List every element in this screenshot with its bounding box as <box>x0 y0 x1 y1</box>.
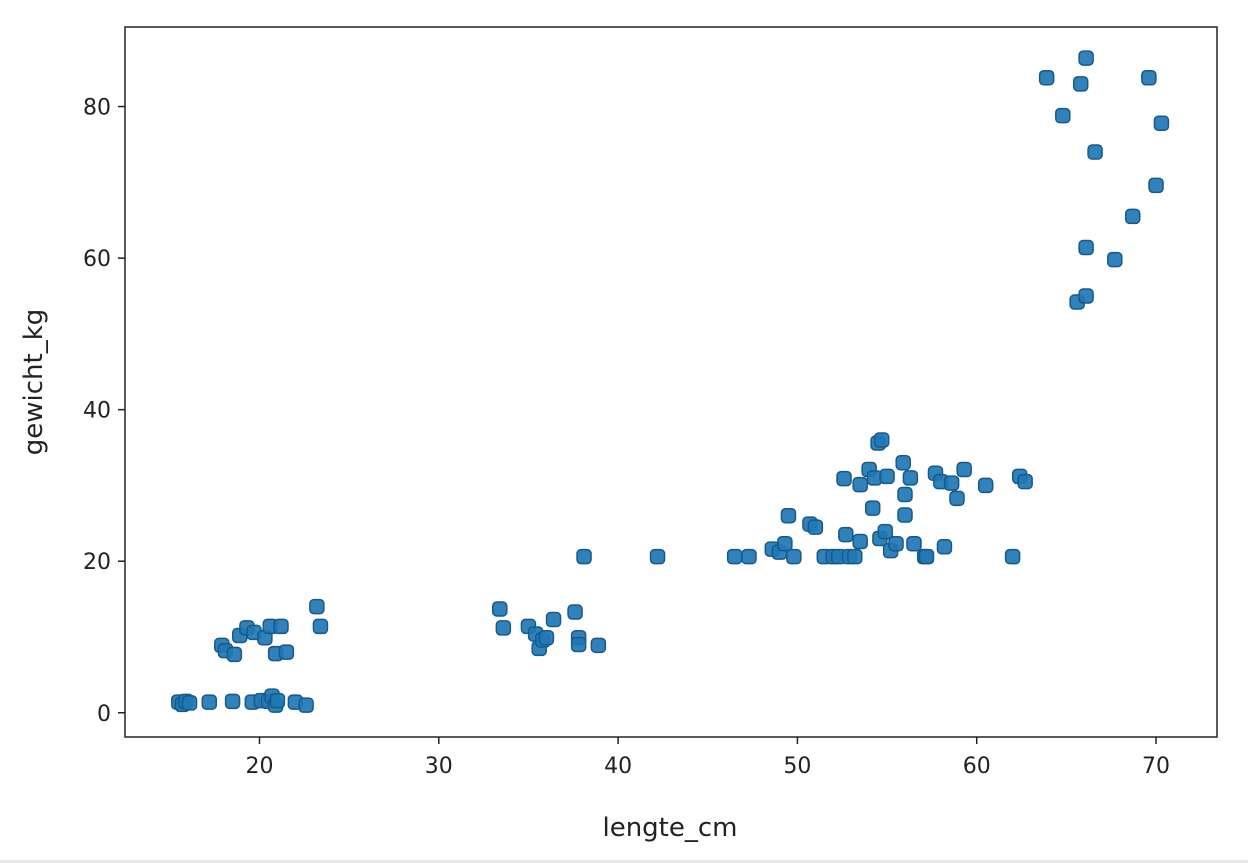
x-tick-label: 60 <box>963 754 991 779</box>
data-point <box>902 470 919 486</box>
y-tick-label: 40 <box>83 399 111 424</box>
data-point <box>943 475 960 491</box>
y-axis-label: gewicht_kg <box>19 309 49 456</box>
data-point <box>590 637 607 654</box>
bottom-edge-strip <box>0 860 1248 863</box>
y-tick-label: 20 <box>83 550 111 575</box>
x-tick-label: 70 <box>1142 754 1170 779</box>
x-tick-label: 20 <box>245 754 273 779</box>
x-axis-label: lengte_cm <box>602 813 737 843</box>
data-point <box>538 629 555 646</box>
data-point <box>895 454 911 471</box>
data-point <box>838 526 854 543</box>
plot-frame <box>124 26 1218 738</box>
data-point <box>181 695 198 711</box>
data-point <box>888 536 904 552</box>
data-point <box>1078 239 1094 256</box>
data-point <box>492 601 508 617</box>
data-point <box>1017 473 1033 490</box>
y-axis-ticks: 0 20 40 60 80 <box>83 96 125 727</box>
data-point <box>864 500 881 516</box>
data-point <box>495 620 512 636</box>
data-point <box>312 618 329 635</box>
data-point <box>918 548 935 565</box>
data-point <box>852 533 868 550</box>
data-point <box>1078 288 1094 304</box>
data-point <box>1148 177 1164 194</box>
data-point <box>278 644 295 660</box>
data-point <box>649 548 666 565</box>
data-point <box>786 548 802 565</box>
data-point <box>1087 144 1103 160</box>
x-axis-ticks: 20 30 40 50 60 70 <box>245 737 1170 779</box>
data-point <box>879 468 895 485</box>
data-point <box>226 646 243 663</box>
data-point <box>977 477 994 494</box>
data-point <box>1141 70 1157 86</box>
data-point <box>1038 70 1055 86</box>
data-point <box>1107 251 1123 268</box>
y-tick-label: 60 <box>83 247 111 272</box>
data-point <box>897 507 913 523</box>
data-point <box>201 694 218 710</box>
data-point <box>877 523 894 540</box>
data-point <box>576 548 592 565</box>
data-point <box>852 476 868 493</box>
y-tick-label: 80 <box>83 96 111 121</box>
data-point <box>847 548 863 565</box>
data-point <box>224 693 241 710</box>
data-point <box>269 692 286 709</box>
data-point <box>741 548 757 565</box>
data-point <box>567 604 583 620</box>
data-point <box>1072 76 1089 92</box>
x-tick-label: 50 <box>783 754 811 779</box>
data-point <box>949 490 965 507</box>
data-point <box>956 461 972 478</box>
data-point <box>1078 50 1094 66</box>
data-point <box>807 519 824 535</box>
data-point <box>1055 107 1071 124</box>
data-point <box>906 536 922 552</box>
data-point <box>570 636 587 653</box>
y-tick-label: 0 <box>97 702 111 727</box>
data-points <box>171 50 1170 713</box>
data-point <box>1153 115 1170 131</box>
data-point <box>897 486 913 503</box>
x-tick-label: 30 <box>425 754 453 779</box>
data-point <box>836 470 852 487</box>
data-point <box>873 432 890 448</box>
data-point <box>1124 208 1141 225</box>
x-tick-label: 40 <box>604 754 632 779</box>
data-point <box>1004 548 1021 565</box>
data-point <box>936 539 953 555</box>
data-point <box>777 536 793 552</box>
data-point <box>309 598 325 615</box>
data-point <box>298 697 314 713</box>
data-point <box>726 548 743 565</box>
data-point <box>780 507 797 524</box>
data-point <box>545 611 562 628</box>
data-point <box>273 618 289 635</box>
